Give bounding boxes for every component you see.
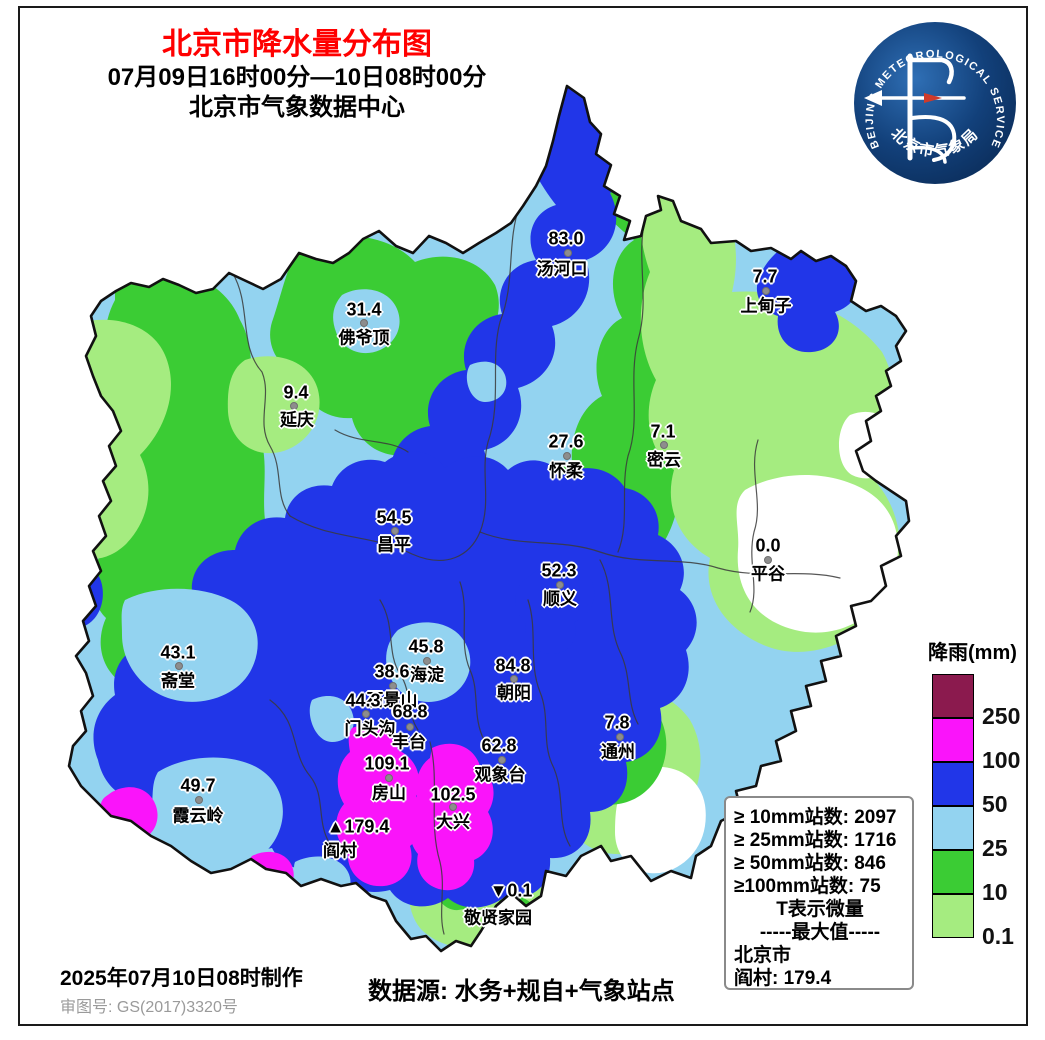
stats-line: ≥ 25mm站数: 1716 xyxy=(734,830,897,851)
station-statistics-box: ≥ 10mm站数: 2097 ≥ 25mm站数: 1716 ≥ 50mm站数: 84… xyxy=(724,796,914,990)
production-time: 2025年07月10日08时制作 xyxy=(60,967,303,990)
legend-title: 降雨(mm) xyxy=(928,642,1017,664)
legend-swatch xyxy=(932,850,974,894)
stats-line: 阎村: 179.4 xyxy=(734,968,832,989)
legend-threshold-label: 100 xyxy=(982,747,1021,773)
legend-item: 50 xyxy=(932,762,1008,817)
legend-swatch xyxy=(932,806,974,850)
stats-line: T表示微量 xyxy=(776,899,864,920)
time-range: 07月09日16时00分—10日08时00分 xyxy=(107,64,487,91)
beijing-meteorological-service-logo: BEIJING METEOROLOGICAL SERVICE 北京市气象局 xyxy=(854,22,1016,184)
legend-threshold-label: 250 xyxy=(982,703,1021,729)
legend-swatch xyxy=(932,718,974,762)
legend-swatch xyxy=(932,762,974,806)
legend-swatch xyxy=(932,674,974,718)
data-center-name: 北京市气象数据中心 xyxy=(189,94,405,121)
legend-swatch xyxy=(932,894,974,938)
wind-barb-icon xyxy=(864,53,966,164)
legend-item: 250 xyxy=(932,674,1020,729)
map-header: 北京市降水量分布图 07月09日16时00分—10日08时00分 北京市气象数据… xyxy=(62,28,532,123)
legend-scale: 250 100 50 25 10 0.1 xyxy=(932,674,1042,949)
legend-threshold-label: 10 xyxy=(982,879,1008,905)
stats-line: -----最大值----- xyxy=(759,922,881,943)
stats-line: 北京市 xyxy=(734,945,792,966)
legend-threshold-label: 0.1 xyxy=(982,923,1014,949)
page-title: 北京市降水量分布图 xyxy=(162,28,432,61)
stats-line: ≥ 50mm站数: 846 xyxy=(734,853,886,874)
legend-threshold-label: 25 xyxy=(982,835,1008,861)
legend-item: 25 xyxy=(932,806,1008,861)
beijing-boundary-outline xyxy=(67,84,911,953)
data-source-note: 数据源: 水务+规自+气象站点 xyxy=(368,978,675,1005)
precipitation-legend: 降雨(mm) 250 100 50 25 10 0.1 xyxy=(928,636,1042,949)
map-review-number: 审图号: GS(2017)3320号 xyxy=(60,999,238,1016)
stats-line: ≥ 10mm站数: 2097 xyxy=(734,807,897,828)
legend-item: 100 xyxy=(932,718,1020,773)
stats-line: ≥100mm站数: 75 xyxy=(734,876,881,897)
legend-threshold-label: 50 xyxy=(982,791,1008,817)
district-borders xyxy=(231,204,841,935)
legend-item: 0.1 xyxy=(932,894,1014,949)
logo-circle xyxy=(854,22,1016,184)
legend-item: 10 xyxy=(932,850,1008,905)
